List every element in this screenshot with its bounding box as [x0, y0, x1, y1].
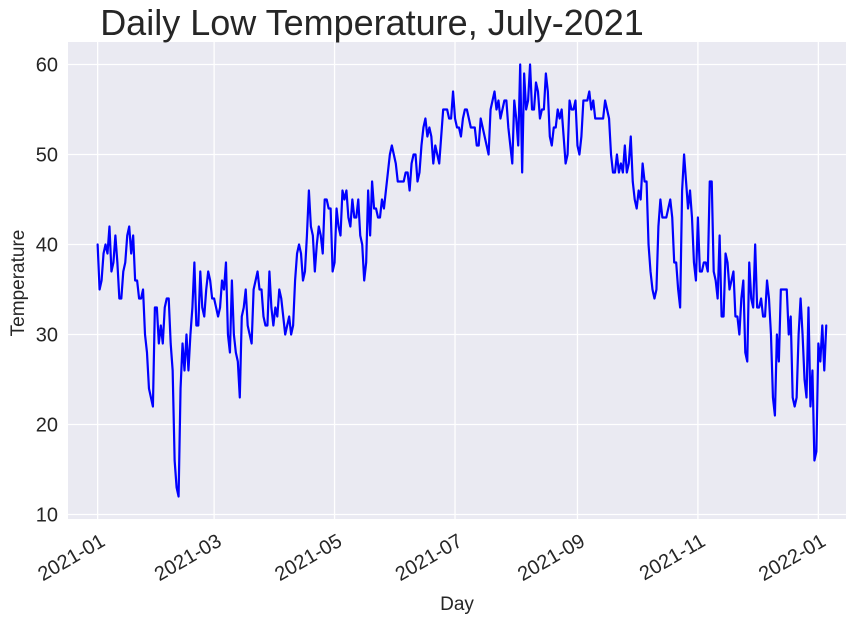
- y-axis-label: Temperature: [8, 230, 29, 337]
- chart-title: Daily Low Temperature, July-2021: [100, 2, 644, 43]
- y-tick-label: 40: [36, 235, 58, 257]
- x-tick-label: 2021-11: [636, 530, 709, 585]
- x-tick-label: 2022-01: [755, 530, 830, 586]
- y-tick-labels: 10 20 30 40 50 60: [36, 55, 58, 527]
- y-tick-label: 50: [36, 145, 58, 167]
- x-tick-labels: 2021-01 2021-03 2021-05 2021-07 2021-09 2021-…: [34, 530, 829, 586]
- y-tick-label: 10: [36, 505, 58, 527]
- x-tick-label: 2021-09: [514, 530, 589, 586]
- y-tick-label: 20: [36, 415, 58, 437]
- x-tick-label: 2021-03: [151, 530, 226, 586]
- grid-lines: [68, 42, 846, 519]
- temperature-series-line: [96, 63, 828, 498]
- x-tick-label: 2021-01: [34, 530, 109, 586]
- x-tick-label: 2021-07: [392, 530, 467, 586]
- y-tick-label: 60: [36, 55, 58, 77]
- x-axis-label: Day: [440, 594, 474, 615]
- x-tick-label: 2021-05: [271, 530, 346, 586]
- y-tick-label: 30: [36, 325, 58, 347]
